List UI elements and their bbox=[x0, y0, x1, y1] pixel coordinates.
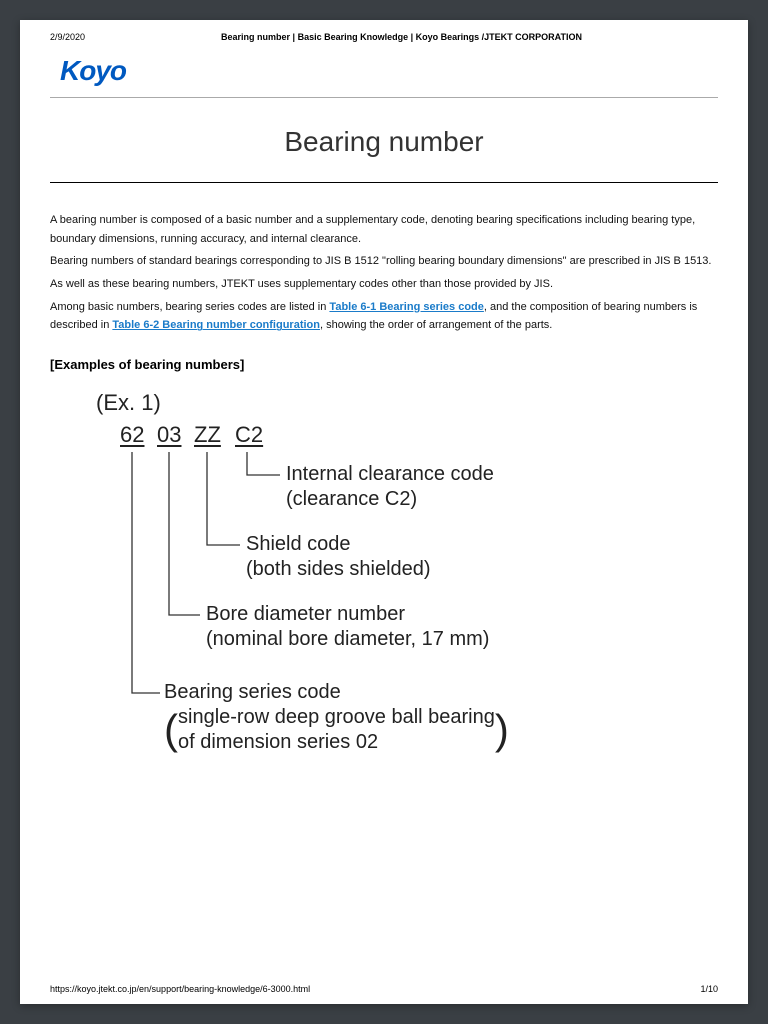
page-title: Bearing number bbox=[50, 126, 718, 158]
paragraph-1: A bearing number is composed of a basic … bbox=[50, 211, 718, 248]
code-part-zz: ZZ bbox=[194, 422, 221, 448]
print-header-title: Bearing number | Basic Bearing Knowledge… bbox=[85, 32, 718, 42]
footer-url: https://koyo.jtekt.co.jp/en/support/bear… bbox=[50, 984, 310, 994]
paragraph-4a: Among basic numbers, bearing series code… bbox=[50, 301, 329, 313]
koyo-logo: Koyo bbox=[60, 55, 126, 86]
body-text: A bearing number is composed of a basic … bbox=[50, 211, 718, 335]
divider-dark bbox=[50, 182, 718, 183]
desc-bearing-series: Bearing series code ( single-row deep gr… bbox=[164, 680, 509, 755]
desc-bore-diameter: Bore diameter number (nominal bore diame… bbox=[206, 602, 489, 652]
desc3-line2: (nominal bore diameter, 17 mm) bbox=[206, 628, 489, 650]
page-number: 1/10 bbox=[700, 984, 718, 994]
footer-row: https://koyo.jtekt.co.jp/en/support/bear… bbox=[50, 984, 718, 994]
desc-shield-code: Shield code (both sides shielded) bbox=[246, 532, 431, 582]
example-diagram: (Ex. 1) 62 03 ZZ C2 Internal clearance c… bbox=[70, 390, 710, 810]
desc2-line2: (both sides shielded) bbox=[246, 558, 431, 580]
desc4-line1: Bearing series code bbox=[164, 681, 341, 703]
logo-row: Koyo bbox=[50, 50, 718, 95]
examples-heading: [Examples of bearing numbers] bbox=[50, 357, 718, 372]
paragraph-4: Among basic numbers, bearing series code… bbox=[50, 298, 718, 335]
link-table-6-2[interactable]: Table 6-2 Bearing number configuration bbox=[112, 319, 320, 331]
paragraph-4c: , showing the order of arrangement of th… bbox=[320, 319, 552, 331]
desc1-line1: Internal clearance code bbox=[286, 463, 494, 485]
divider-thin bbox=[50, 97, 718, 98]
paragraph-3: As well as these bearing numbers, JTEKT … bbox=[50, 275, 718, 294]
desc2-line1: Shield code bbox=[246, 533, 351, 555]
code-part-03: 03 bbox=[157, 422, 181, 448]
print-date: 2/9/2020 bbox=[50, 32, 85, 42]
desc3-line1: Bore diameter number bbox=[206, 603, 405, 625]
code-part-62: 62 bbox=[120, 422, 144, 448]
paragraph-2: Bearing numbers of standard bearings cor… bbox=[50, 252, 718, 271]
desc1-line2: (clearance C2) bbox=[286, 488, 417, 510]
code-part-c2: C2 bbox=[235, 422, 263, 448]
header-meta-row: 2/9/2020 Bearing number | Basic Bearing … bbox=[50, 32, 718, 42]
example-label: (Ex. 1) bbox=[96, 390, 161, 416]
desc4-line2b: of dimension series 02 bbox=[178, 731, 378, 753]
document-page: 2/9/2020 Bearing number | Basic Bearing … bbox=[20, 20, 748, 1004]
desc-internal-clearance: Internal clearance code (clearance C2) bbox=[286, 462, 494, 512]
link-table-6-1[interactable]: Table 6-1 Bearing series code bbox=[329, 301, 483, 313]
desc4-line2a: single-row deep groove ball bearing bbox=[178, 706, 495, 728]
